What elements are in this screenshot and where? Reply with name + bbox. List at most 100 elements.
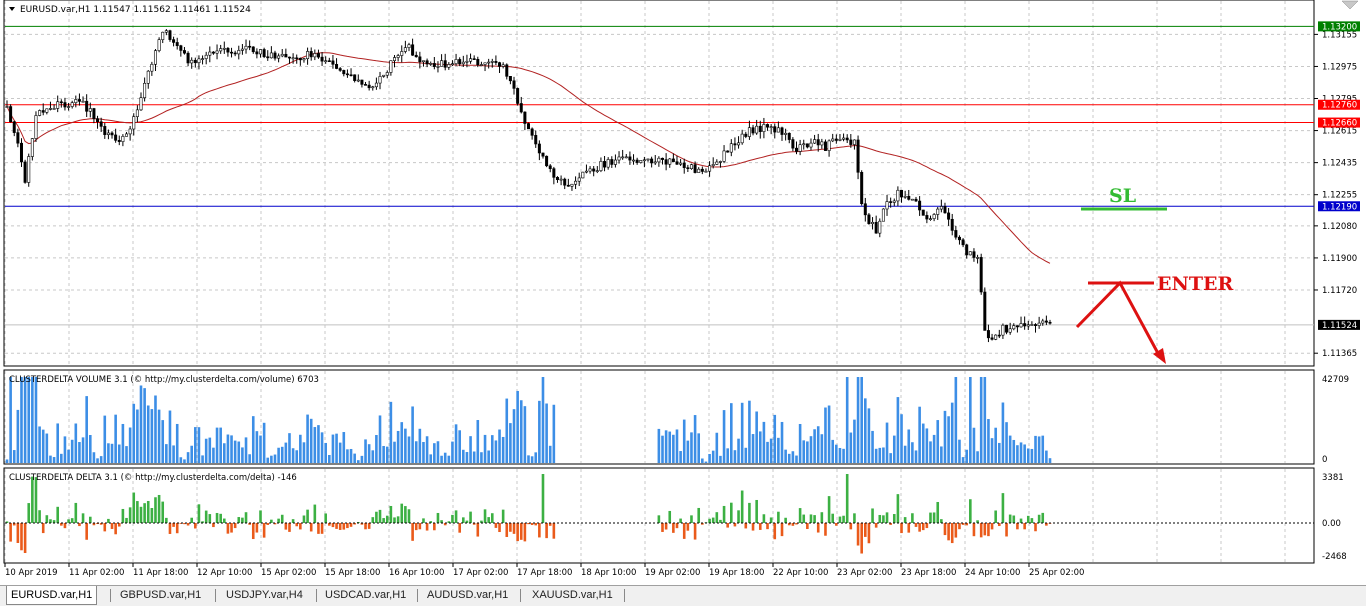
price-tick-label: 1.11365 (1322, 349, 1357, 359)
current-price-label-bg (1318, 319, 1360, 330)
candle-body (928, 218, 932, 220)
volume-bar (1023, 444, 1026, 463)
candle-body (483, 62, 487, 65)
tab-audusd[interactable]: AUDUSD.var,H1 (427, 589, 509, 601)
delta-bar-negative (266, 523, 270, 525)
candle-body (324, 60, 328, 63)
delta-bar-negative (360, 523, 364, 525)
tab-eurusd[interactable]: EURUSD.var,H1 (6, 586, 98, 605)
volume-bar (780, 421, 784, 463)
price-levels (5, 25, 1314, 326)
candle-body (233, 52, 237, 55)
tab-usdjpy[interactable]: USDJPY.var,H4 (226, 589, 303, 601)
delta-bar-negative (856, 523, 860, 546)
candle-body (230, 51, 234, 54)
volume-bar (950, 402, 954, 463)
volume-bar (273, 454, 277, 463)
volume-bar (806, 441, 809, 463)
volume-bar (918, 406, 921, 463)
trading-chart[interactable]: EURUSD.var,H1 1.11547 1.11562 1.11461 1.… (0, 0, 1366, 585)
delta-bar-negative (78, 523, 81, 527)
delta-axis-zero: 0.00 (1322, 519, 1341, 529)
volume-bar (682, 419, 686, 463)
candle-body (566, 184, 570, 187)
volume-bar (972, 427, 976, 463)
volume-bar (755, 411, 758, 463)
delta-bar-negative (523, 523, 527, 542)
time-tick-label: 22 Apr 10:00 (773, 568, 828, 578)
volume-bar (958, 439, 961, 463)
volume-bar (165, 444, 168, 463)
volume-bar (49, 455, 52, 463)
volume-bar (353, 453, 356, 463)
tab-xauusd[interactable]: XAUUSD.var,H1 (532, 589, 613, 601)
volume-bar (132, 403, 136, 463)
candle-body (664, 159, 668, 165)
candle-body (67, 106, 71, 108)
volume-bar (338, 442, 342, 463)
delta-bar-negative (338, 523, 342, 530)
volume-bar (690, 432, 693, 463)
volume-bar (335, 433, 338, 463)
level-labels: 1.13200 1.12760 1.12660 1.12190 1.11524 (1318, 21, 1360, 331)
candle-body (827, 140, 831, 151)
volume-bar (697, 433, 701, 463)
symbol-dropdown-icon[interactable] (9, 7, 15, 11)
volume-bar (367, 444, 371, 463)
delta-bar-negative (552, 523, 556, 539)
red-lower-label-bg (1318, 117, 1360, 128)
candle-body (838, 138, 842, 141)
volume-bar (99, 456, 103, 463)
delta-bar-positive (487, 517, 490, 523)
volume-bar (813, 429, 816, 463)
volume-bar (38, 426, 41, 463)
volume-bar (277, 447, 280, 463)
candle-body (903, 195, 907, 198)
delta-bar-positive (465, 520, 469, 523)
candle-body (798, 144, 802, 152)
delta-bar-positive (27, 503, 31, 523)
volume-bar (161, 420, 165, 463)
chart-tabs-bar: EURUSD.var,H1 GBPUSD.var,H1 USDJPY.var,H… (0, 585, 1366, 606)
price-axis[interactable]: 1.13155 1.12975 1.12795 1.12615 1.12435 1.122… (1314, 30, 1357, 359)
candle-body (9, 106, 13, 123)
volume-bar (121, 423, 125, 463)
candle-body (208, 51, 212, 56)
time-axis[interactable]: 10 Apr 2019 11 Apr 02:00 11 Apr 18:00 12 Ap… (4, 563, 1084, 578)
delta-bar-positive (70, 518, 74, 523)
delta-bar-positive (222, 518, 226, 523)
candle-body (624, 156, 628, 159)
delta-bar-negative (299, 523, 302, 530)
volume-bar (979, 377, 983, 463)
candle-body (150, 63, 154, 72)
volume-bar (320, 432, 324, 463)
tab-usdcad[interactable]: USDCAD.var,H1 (325, 589, 407, 601)
volume-bar (987, 419, 990, 463)
candle-body (74, 99, 78, 103)
volume-axis-min: 0 (1322, 455, 1327, 465)
time-tick-label: 25 Apr 02:00 (1029, 568, 1084, 578)
volume-bar (737, 438, 740, 463)
candle-body (454, 59, 458, 64)
delta-bar-negative (686, 523, 690, 531)
tab-gbpusd[interactable]: GBPUSD.var,H1 (120, 589, 202, 601)
volume-bar (1048, 458, 1052, 463)
candle-body (215, 50, 219, 54)
delta-bar-positive (244, 512, 248, 523)
delta-bar-positive (940, 519, 943, 523)
volume-bar (997, 442, 1001, 463)
delta-bar-positive (302, 515, 306, 523)
delta-bar-negative (758, 523, 762, 530)
delta-bar-positive (1030, 518, 1034, 523)
candle-body (758, 125, 762, 132)
volume-bar (262, 422, 266, 463)
chart-shift-icon[interactable] (1341, 0, 1359, 10)
volume-bar (864, 398, 867, 463)
candle-body (965, 244, 969, 256)
candle-body (287, 56, 291, 59)
volume-bar (447, 455, 451, 463)
candle-body (248, 45, 252, 48)
volume-bar (208, 437, 212, 463)
candle-body (936, 208, 940, 215)
delta-bar-negative (230, 523, 233, 533)
